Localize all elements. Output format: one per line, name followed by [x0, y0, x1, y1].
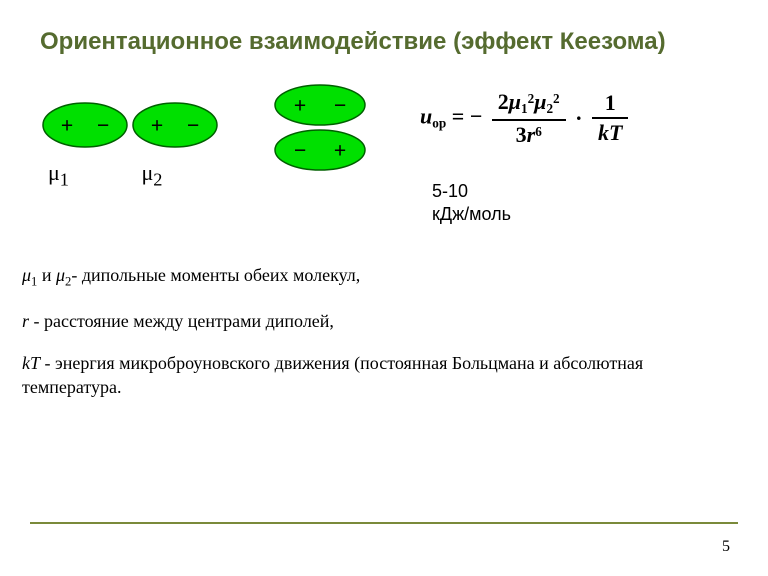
lhs-sub: op [432, 115, 446, 130]
mu-var: μ [56, 265, 65, 285]
dipole-attraction-figure: + − + − [40, 95, 230, 155]
mu: μ [534, 89, 546, 114]
dipole-mu2 [133, 103, 217, 147]
coeff: 3 [516, 122, 527, 147]
def-text: - расстояние между центрами диполей, [29, 311, 334, 331]
def-r: r - расстояние между центрами диполей, [22, 309, 742, 333]
fraction-2: 1 kT [592, 91, 628, 145]
r-var: r [22, 311, 29, 331]
sub: 1 [521, 101, 528, 116]
numerator-2: 1 [592, 91, 628, 119]
mu-symbol: μ [48, 160, 60, 185]
minus-sign: − [97, 113, 110, 138]
dipole-antiparallel-figure: + − − + [265, 78, 375, 178]
minus-sign: − [294, 138, 307, 163]
numerator-1: 2μ12μ22 [492, 90, 566, 121]
mu-sub: 2 [153, 169, 162, 189]
sup: 6 [535, 124, 542, 139]
mu-sub: 1 [60, 169, 69, 189]
keesom-formula: uop = − 2μ12μ22 3r6 · 1 kT [420, 90, 632, 147]
mu: μ [509, 89, 521, 114]
energy-value: 5-10 [432, 180, 511, 203]
lhs-var: u [420, 103, 432, 128]
slide-title: Ориентационное взаимодействие (эффект Ке… [40, 28, 666, 56]
sup: 2 [553, 91, 560, 106]
dot: · [575, 105, 588, 130]
plus-sign: + [61, 113, 74, 138]
footer-rule [30, 522, 738, 524]
equals: = − [452, 103, 488, 128]
and-text: и [37, 265, 56, 285]
plus-sign: + [151, 113, 164, 138]
def-text: - энергия микроброуновского движения (по… [22, 353, 643, 397]
def-text: - дипольные моменты обеих молекул, [71, 265, 360, 285]
mu-var: μ [22, 265, 31, 285]
dipole-mu1 [43, 103, 127, 147]
plus-sign: + [334, 138, 347, 163]
dipole-top [275, 85, 365, 125]
dipole-labels: μ1 μ2 [48, 160, 230, 190]
def-mu: μ1 и μ2- дипольные моменты обеих молекул… [22, 263, 742, 291]
r-var: r [527, 122, 536, 147]
kt-var: kT [22, 353, 40, 373]
def-kt: kT - энергия микроброуновского движения … [22, 351, 742, 400]
coeff: 2 [498, 89, 509, 114]
mu-symbol: μ [142, 160, 154, 185]
page-number: 5 [722, 538, 730, 556]
denominator-1: 3r6 [492, 121, 566, 147]
mu2-label: μ2 [142, 160, 230, 190]
plus-sign: + [294, 93, 307, 118]
minus-sign: − [187, 113, 200, 138]
dipole-bottom [275, 130, 365, 170]
mu1-label: μ1 [48, 160, 136, 190]
minus-sign: − [334, 93, 347, 118]
energy-unit: кДж/моль [432, 203, 511, 226]
denominator-2: kT [592, 119, 628, 145]
definitions-block: μ1 и μ2- дипольные моменты обеих молекул… [22, 263, 742, 417]
fraction-1: 2μ12μ22 3r6 [492, 90, 566, 147]
energy-range: 5-10 кДж/моль [432, 180, 511, 225]
